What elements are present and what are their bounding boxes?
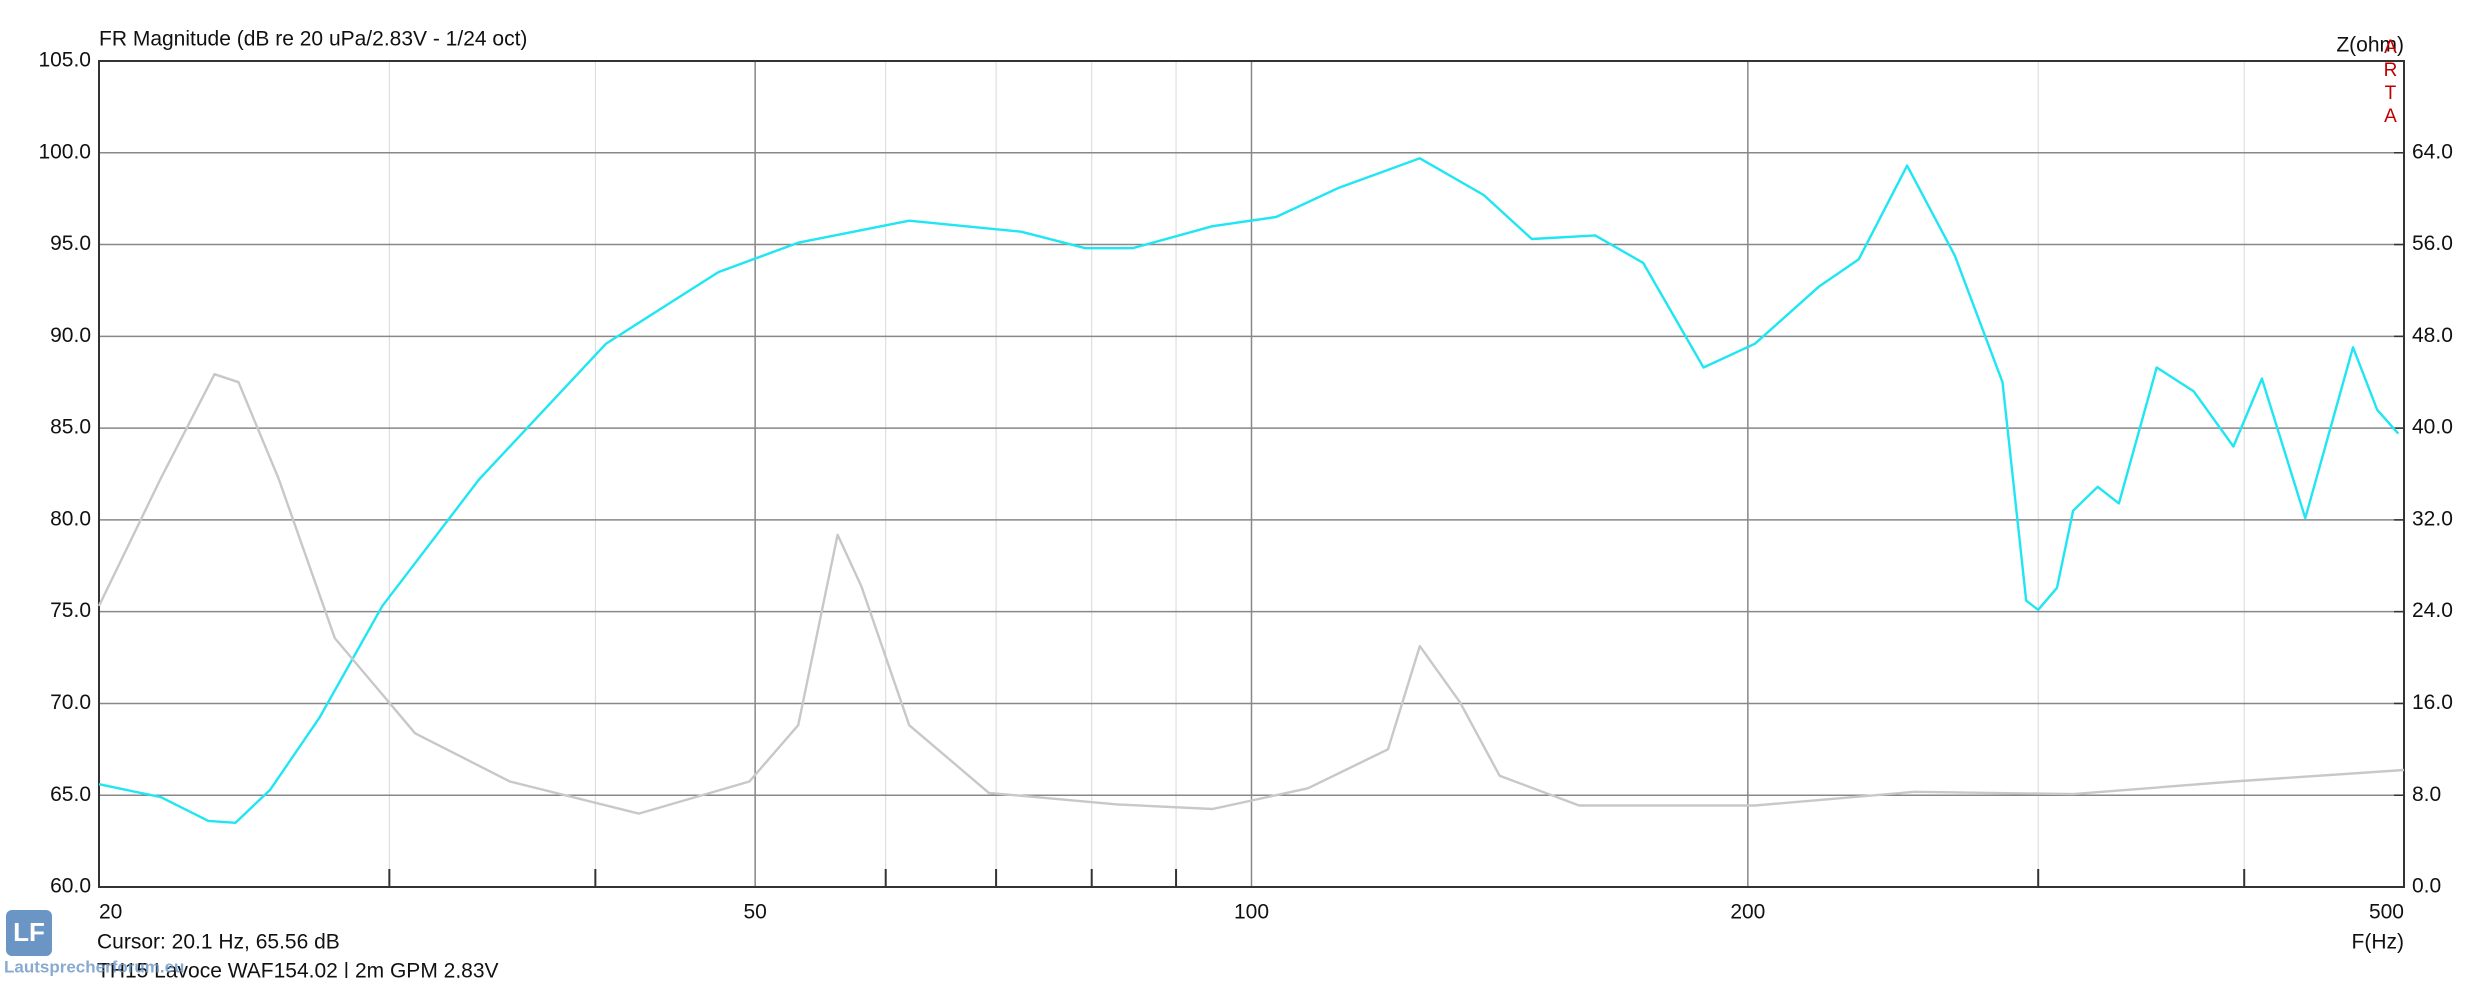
y2-tick-label: 64.0	[2412, 140, 2453, 163]
series-line	[97, 373, 2405, 815]
y2-tick-label: 48.0	[2412, 324, 2453, 347]
y-tick-label: 70.0	[50, 691, 91, 714]
y2-tick-label: 8.0	[2412, 783, 2441, 806]
y-tick-label: 60.0	[50, 875, 91, 898]
x-tick-label: 20	[99, 901, 122, 924]
logo: LF	[13, 917, 45, 947]
x-tick-label: 500	[2369, 901, 2404, 924]
footer: TH15 Lavoce WAF154.02 | 2m GPM 2,83V	[97, 960, 499, 978]
logo-caption: Lautsprecherforum.eu	[4, 957, 184, 976]
y-tick-label: 85.0	[50, 416, 91, 439]
x-axis-label: F(Hz)	[2352, 931, 2404, 954]
y-tick-label: 90.0	[50, 324, 91, 347]
y-tick-label: 65.0	[50, 783, 91, 806]
plot-border	[98, 60, 2405, 888]
y2-axis-label: Z(ohm)	[2336, 34, 2404, 57]
y2-tick-label: 0.0	[2412, 875, 2441, 898]
x-tick-label: 200	[1730, 901, 1765, 924]
y2-tick-label: 16.0	[2412, 691, 2453, 714]
logo-box	[6, 910, 52, 956]
watermark: ARTA	[2380, 37, 2401, 129]
y-tick-label: 80.0	[50, 507, 91, 530]
y2-tick-label: 32.0	[2412, 507, 2453, 530]
x-tick-label: 50	[743, 901, 766, 924]
y-tick-label: 75.0	[50, 599, 91, 622]
y-tick-label: 100.0	[38, 140, 91, 163]
cursor-readout: Cursor: 20.1 Hz, 65.56 dB	[97, 931, 340, 954]
y-tick-label: 95.0	[50, 232, 91, 255]
y2-tick-label: 24.0	[2412, 599, 2453, 622]
y2-tick-label: 40.0	[2412, 416, 2453, 439]
x-tick-label: 100	[1234, 901, 1269, 924]
y2-tick-label: 56.0	[2412, 232, 2453, 255]
chart-title: FR Magnitude (dB re 20 uPa/2.83V - 1/24 …	[99, 28, 527, 51]
series-line	[98, 157, 2400, 824]
y-tick-label: 105.0	[38, 49, 91, 72]
